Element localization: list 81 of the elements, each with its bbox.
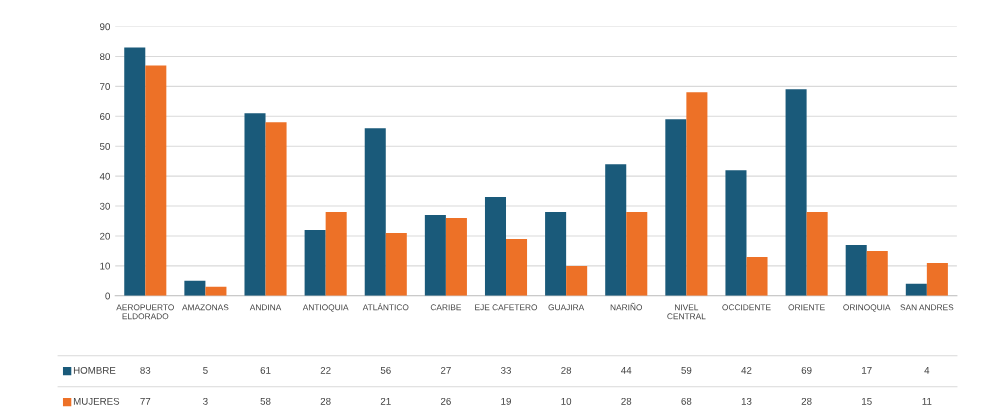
data-label: 13 bbox=[741, 397, 752, 405]
bar bbox=[424, 215, 446, 296]
x-tick-label: ANTIOQUIA bbox=[302, 304, 349, 312]
y-tick-label: 80 bbox=[99, 53, 110, 61]
bar bbox=[845, 244, 867, 296]
bar bbox=[605, 164, 627, 296]
bar bbox=[686, 92, 708, 296]
bar bbox=[484, 197, 507, 296]
y-tick-label: 40 bbox=[99, 172, 110, 180]
y-tick-label: 20 bbox=[100, 232, 110, 240]
x-tick-label: NIVEL CENTRAL bbox=[667, 304, 706, 320]
data-label: 44 bbox=[621, 367, 632, 374]
y-tick-label: 10 bbox=[100, 262, 110, 270]
bar bbox=[725, 170, 747, 296]
data-label: 19 bbox=[501, 397, 511, 405]
y-tick-label: 30 bbox=[99, 202, 110, 210]
bar bbox=[926, 262, 948, 296]
data-label: 10 bbox=[561, 397, 572, 405]
data-label: 83 bbox=[140, 366, 151, 374]
y-tick-label: 90 bbox=[100, 23, 110, 31]
bar bbox=[244, 113, 266, 296]
data-label: 59 bbox=[681, 366, 692, 374]
data-label: 5 bbox=[203, 367, 208, 374]
data-label: 22 bbox=[320, 366, 331, 374]
bar bbox=[304, 229, 326, 296]
bar bbox=[545, 212, 567, 296]
bar bbox=[184, 280, 206, 296]
data-label: 17 bbox=[862, 367, 872, 374]
x-tick-label: AMAZONAS bbox=[182, 304, 229, 311]
data-label: 21 bbox=[380, 397, 391, 405]
bar bbox=[905, 283, 927, 296]
x-tick-label: SAN ANDRES bbox=[900, 304, 954, 311]
data-label: 33 bbox=[500, 366, 511, 374]
x-tick-label: AEROPUERTO ELDORADO bbox=[116, 304, 174, 320]
bar bbox=[566, 265, 588, 296]
bar bbox=[364, 128, 386, 296]
legend-label: MUJERES bbox=[73, 397, 120, 405]
x-tick-label: ORINOQUIA bbox=[843, 304, 891, 312]
bar bbox=[746, 256, 768, 296]
data-label: 28 bbox=[801, 397, 812, 405]
bar bbox=[265, 122, 287, 296]
data-label: 28 bbox=[320, 397, 331, 405]
data-label: 27 bbox=[440, 366, 451, 374]
data-label: 3 bbox=[203, 397, 208, 405]
bar bbox=[665, 119, 687, 296]
data-label: 42 bbox=[741, 366, 752, 374]
data-label: 28 bbox=[561, 366, 572, 374]
x-tick-label: NARIÑO bbox=[610, 302, 643, 311]
bar bbox=[806, 212, 828, 296]
y-tick-label: 70 bbox=[100, 83, 110, 90]
data-label: 26 bbox=[440, 397, 451, 405]
bar bbox=[445, 218, 467, 296]
data-label: 11 bbox=[922, 397, 932, 405]
bar bbox=[385, 232, 407, 296]
y-tick-label: 0 bbox=[105, 292, 110, 300]
legend-label: HOMBRE bbox=[73, 366, 116, 374]
y-tick-label: 50 bbox=[99, 142, 110, 150]
data-label: 58 bbox=[260, 397, 271, 405]
y-tick-label: 60 bbox=[100, 113, 110, 120]
x-tick-label: GUAJIRA bbox=[548, 304, 585, 311]
x-tick-label: ORIENTE bbox=[788, 304, 825, 311]
bar bbox=[325, 212, 347, 296]
bar bbox=[124, 47, 146, 296]
data-label: 77 bbox=[140, 397, 151, 405]
bar bbox=[506, 238, 528, 296]
data-label: 4 bbox=[924, 367, 930, 374]
data-label: 68 bbox=[681, 397, 692, 405]
x-tick-label: EJE CAFETERO bbox=[475, 304, 538, 311]
data-label: 28 bbox=[621, 397, 632, 405]
x-tick-label: ATLÁNTICO bbox=[362, 302, 409, 311]
bar bbox=[785, 89, 807, 296]
x-tick-label: CARIBE bbox=[430, 304, 462, 311]
data-label: 15 bbox=[862, 397, 872, 405]
x-tick-label: OCCIDENTE bbox=[722, 304, 771, 311]
data-label: 56 bbox=[380, 366, 391, 374]
data-label: 61 bbox=[260, 366, 271, 374]
bar bbox=[626, 212, 648, 296]
bar bbox=[145, 65, 167, 296]
x-tick-label: ANDINA bbox=[249, 304, 282, 311]
data-label: 69 bbox=[801, 366, 812, 374]
bar bbox=[866, 250, 888, 296]
